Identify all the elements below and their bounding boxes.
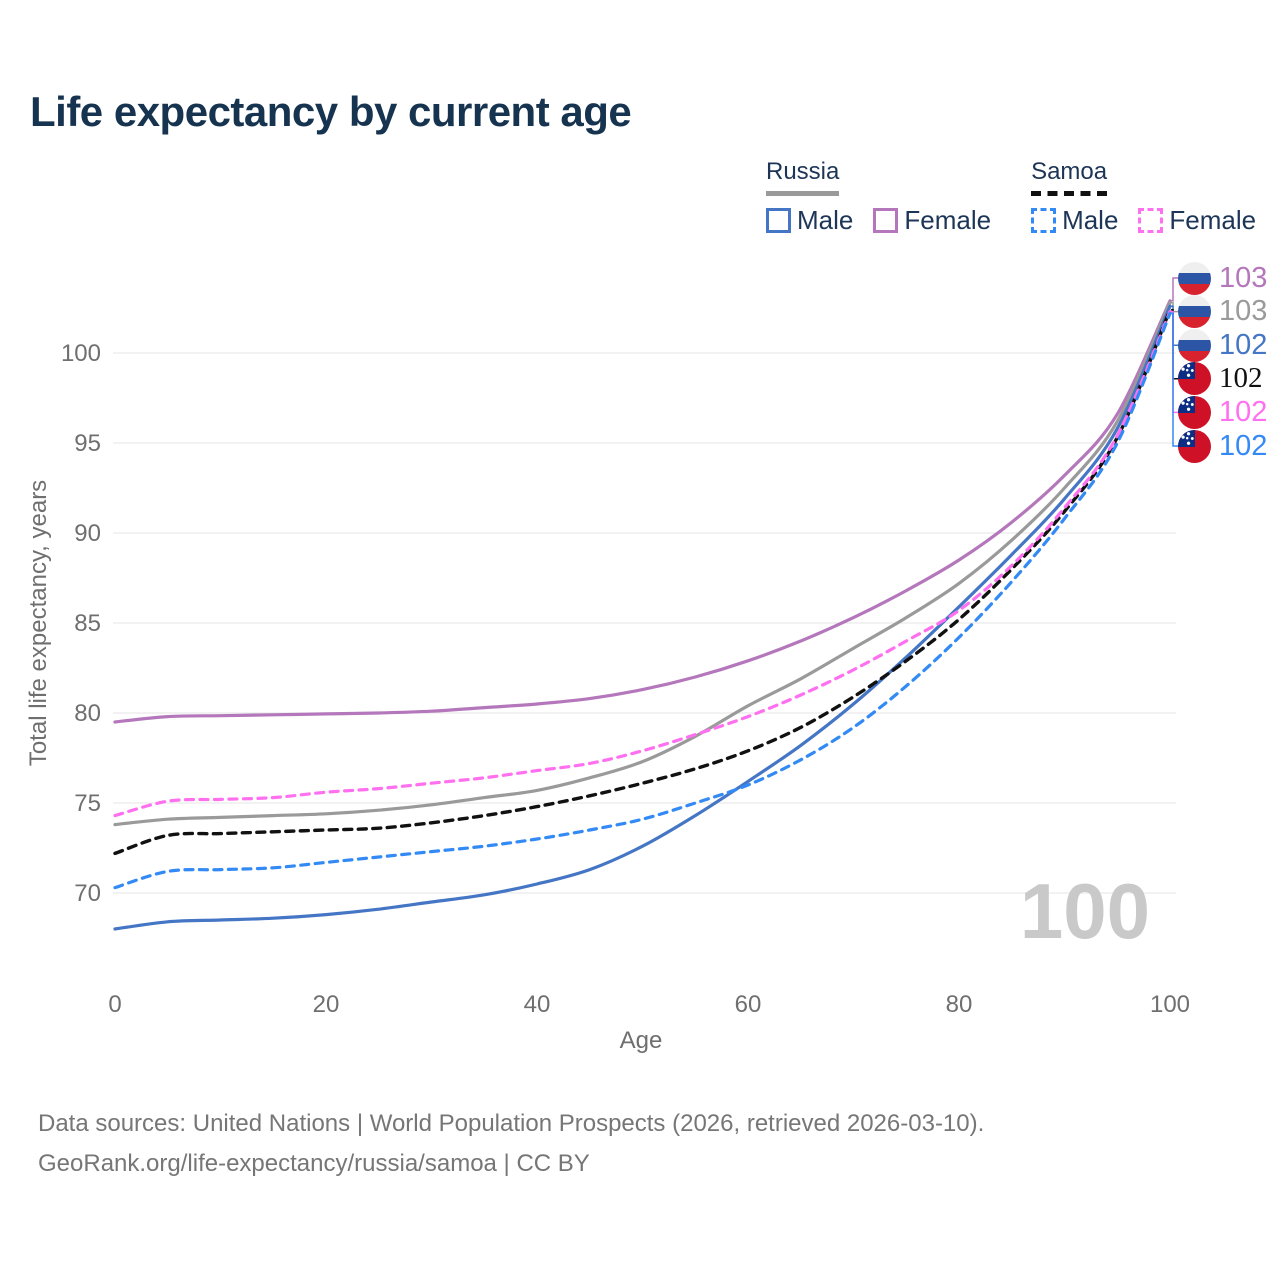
flag-icon-russia bbox=[1178, 328, 1211, 362]
y-tick-label-70: 70 bbox=[74, 880, 101, 907]
legend-group-samoa: Samoa Male Female bbox=[1031, 158, 1256, 236]
x-tick-label-40: 40 bbox=[524, 991, 551, 1018]
legend-swatch-icon bbox=[1138, 208, 1164, 233]
legend-underline-solid bbox=[766, 191, 840, 196]
legend-item-samoa-male: Male bbox=[1031, 205, 1118, 236]
x-axis-title: Age bbox=[620, 1027, 663, 1054]
end-label-value: 102 bbox=[1219, 429, 1268, 462]
legend-item-russia-female: Female bbox=[873, 205, 991, 236]
end-label-value: 102 bbox=[1219, 362, 1263, 395]
y-tick-label-100: 100 bbox=[61, 340, 101, 367]
flag-icon-russia bbox=[1178, 295, 1211, 329]
end-label-row: 103 bbox=[1178, 295, 1268, 329]
x-tick-label-80: 80 bbox=[946, 991, 973, 1018]
x-tick-label-20: 20 bbox=[313, 991, 340, 1018]
end-label-row: 103 bbox=[1178, 261, 1268, 295]
legend-swatch-icon bbox=[873, 208, 899, 233]
series-line-russia bbox=[113, 301, 1172, 827]
legend-underline-dashed bbox=[1031, 191, 1108, 196]
flag-icon-russia bbox=[1178, 261, 1211, 295]
page-title: Life expectancy by current age bbox=[30, 88, 632, 135]
y-tick-label-90: 90 bbox=[74, 520, 101, 547]
series-line-russia-male bbox=[113, 304, 1172, 931]
flag-icon-samoa bbox=[1178, 429, 1211, 463]
legend: Russia Male Female Samoa Male Female bbox=[766, 158, 1256, 236]
x-tick-label-60: 60 bbox=[735, 991, 762, 1018]
footer-source-line: Data sources: United Nations | World Pop… bbox=[38, 1110, 985, 1137]
connector-line bbox=[1171, 277, 1179, 302]
end-label-value: 102 bbox=[1219, 328, 1268, 361]
end-label-row: 102 bbox=[1178, 328, 1268, 362]
series-line-samoa-male bbox=[113, 311, 1172, 890]
legend-swatch-icon bbox=[1031, 208, 1057, 233]
legend-item-label: Male bbox=[797, 205, 854, 235]
end-label-value: 103 bbox=[1219, 295, 1268, 328]
flag-icon-samoa bbox=[1178, 362, 1211, 396]
legend-item-label: Female bbox=[1169, 205, 1257, 235]
x-tick-label-0: 0 bbox=[108, 991, 121, 1018]
watermark-text: 100 bbox=[1020, 867, 1150, 955]
series-line-samoa-female bbox=[113, 310, 1172, 818]
legend-swatch-icon bbox=[766, 208, 791, 233]
legend-item-samoa-female: Female bbox=[1138, 205, 1256, 236]
flag-icon-samoa bbox=[1178, 395, 1211, 429]
y-tick-label-80: 80 bbox=[74, 700, 101, 727]
y-tick-label-95: 95 bbox=[74, 430, 101, 457]
end-label-row: 102 bbox=[1178, 395, 1268, 429]
series-line-samoa bbox=[113, 308, 1172, 856]
series-line-russia-female bbox=[113, 299, 1172, 724]
legend-item-russia-male: Male bbox=[766, 205, 853, 236]
end-label-value: 103 bbox=[1219, 261, 1268, 294]
end-label-row: 102 bbox=[1178, 362, 1263, 396]
legend-group-label: Russia bbox=[766, 158, 840, 185]
connector-line bbox=[1171, 312, 1179, 447]
y-axis-title: Total life expectancy, years bbox=[25, 480, 52, 766]
x-tick-label-100: 100 bbox=[1150, 991, 1190, 1018]
end-label-value: 102 bbox=[1219, 395, 1268, 428]
end-label-row: 102 bbox=[1178, 429, 1268, 463]
y-tick-label-75: 75 bbox=[74, 790, 101, 817]
legend-item-label: Male bbox=[1062, 205, 1119, 235]
y-tick-label-85: 85 bbox=[74, 610, 101, 637]
legend-group-label: Samoa bbox=[1031, 158, 1108, 185]
legend-item-label: Female bbox=[904, 205, 992, 235]
legend-group-russia: Russia Male Female bbox=[766, 158, 991, 236]
footer-license-line: GeoRank.org/life-expectancy/russia/samoa… bbox=[38, 1150, 590, 1177]
